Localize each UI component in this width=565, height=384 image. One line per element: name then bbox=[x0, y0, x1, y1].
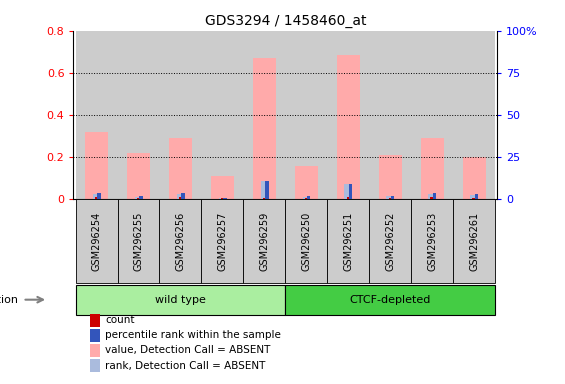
Bar bbox=[253, 58, 276, 199]
Text: CTCF-depleted: CTCF-depleted bbox=[350, 295, 431, 305]
Bar bbox=[285, 199, 327, 283]
Bar bbox=[346, 197, 350, 199]
Bar bbox=[263, 198, 266, 199]
Text: genotype/variation: genotype/variation bbox=[0, 295, 19, 305]
Bar bbox=[411, 199, 453, 283]
Bar bbox=[201, 199, 244, 283]
Bar bbox=[219, 198, 226, 199]
Bar bbox=[76, 199, 118, 283]
Bar bbox=[95, 197, 98, 199]
Text: GSM296255: GSM296255 bbox=[133, 212, 144, 271]
Bar bbox=[97, 193, 101, 199]
Bar bbox=[244, 31, 285, 199]
Text: GSM296250: GSM296250 bbox=[301, 212, 311, 271]
Bar bbox=[411, 31, 453, 199]
Text: GSM296257: GSM296257 bbox=[218, 212, 227, 271]
Bar bbox=[302, 197, 310, 199]
Text: GSM296261: GSM296261 bbox=[469, 212, 479, 271]
Bar bbox=[118, 31, 159, 199]
Bar bbox=[370, 199, 411, 283]
Text: count: count bbox=[105, 315, 134, 325]
Bar bbox=[475, 194, 479, 199]
Bar bbox=[428, 194, 436, 199]
Bar bbox=[76, 31, 118, 199]
Text: rank, Detection Call = ABSENT: rank, Detection Call = ABSENT bbox=[105, 361, 266, 371]
Text: value, Detection Call = ABSENT: value, Detection Call = ABSENT bbox=[105, 346, 271, 356]
Bar bbox=[93, 194, 101, 199]
Bar bbox=[470, 195, 478, 199]
Bar bbox=[453, 31, 495, 199]
Bar bbox=[391, 195, 394, 199]
Bar bbox=[389, 198, 392, 199]
Bar bbox=[159, 199, 201, 283]
Bar bbox=[76, 285, 285, 314]
Bar bbox=[177, 194, 184, 199]
Bar bbox=[85, 132, 108, 199]
Text: GSM296254: GSM296254 bbox=[92, 212, 102, 271]
Bar bbox=[379, 155, 402, 199]
Text: percentile rank within the sample: percentile rank within the sample bbox=[105, 331, 281, 341]
Text: GSM296256: GSM296256 bbox=[176, 212, 185, 271]
Bar bbox=[211, 176, 234, 199]
Bar bbox=[134, 197, 142, 199]
Text: GSM296253: GSM296253 bbox=[427, 212, 437, 271]
Bar bbox=[90, 329, 100, 342]
Bar bbox=[140, 197, 143, 199]
Bar bbox=[260, 181, 268, 199]
Bar bbox=[431, 197, 434, 199]
Bar bbox=[327, 31, 370, 199]
Text: GSM296259: GSM296259 bbox=[259, 212, 270, 271]
Bar bbox=[90, 344, 100, 357]
Bar bbox=[223, 198, 227, 199]
Bar bbox=[159, 31, 201, 199]
Bar bbox=[327, 199, 370, 283]
Bar bbox=[295, 166, 318, 199]
Bar bbox=[118, 199, 159, 283]
Bar bbox=[137, 198, 140, 199]
Bar bbox=[244, 199, 285, 283]
Bar bbox=[265, 180, 268, 199]
Bar bbox=[201, 31, 244, 199]
Bar bbox=[345, 184, 352, 199]
Bar bbox=[127, 153, 150, 199]
Bar bbox=[305, 198, 308, 199]
Text: GSM296251: GSM296251 bbox=[344, 212, 353, 271]
Bar bbox=[285, 31, 327, 199]
Bar bbox=[337, 55, 360, 199]
Bar bbox=[463, 157, 486, 199]
Bar bbox=[472, 198, 476, 199]
Bar bbox=[181, 193, 185, 199]
Bar bbox=[349, 184, 353, 199]
Bar bbox=[179, 197, 182, 199]
Text: wild type: wild type bbox=[155, 295, 206, 305]
Bar bbox=[433, 193, 436, 199]
Bar bbox=[453, 199, 495, 283]
Text: GSM296252: GSM296252 bbox=[385, 212, 395, 271]
Bar bbox=[307, 197, 311, 199]
Bar bbox=[386, 196, 394, 199]
Title: GDS3294 / 1458460_at: GDS3294 / 1458460_at bbox=[205, 14, 366, 28]
Bar bbox=[285, 285, 495, 314]
Bar bbox=[169, 138, 192, 199]
Bar bbox=[90, 314, 100, 327]
Bar bbox=[420, 138, 444, 199]
Bar bbox=[90, 359, 100, 372]
Bar bbox=[370, 31, 411, 199]
